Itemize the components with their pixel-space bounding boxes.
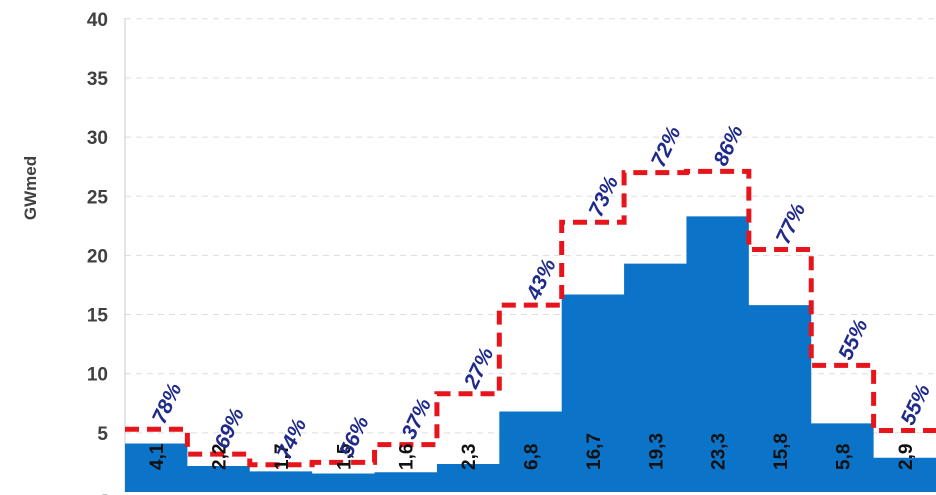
- value-label: 19,3: [646, 433, 667, 470]
- value-label: 4,1: [147, 443, 168, 470]
- percent-label: 69%: [210, 404, 249, 452]
- value-label: 5,8: [833, 444, 854, 470]
- value-label: 2,9: [896, 444, 917, 470]
- y-tick-label: -: [102, 485, 108, 495]
- value-label: 1,5: [334, 443, 355, 470]
- y-axis-title: GWmed: [21, 156, 40, 220]
- percent-label: 73%: [585, 172, 624, 220]
- percent-label: 72%: [647, 123, 686, 171]
- percent-label: 56%: [335, 412, 374, 460]
- y-axis-ticks: 5 10 15 20 25 30 35 40 -: [87, 10, 109, 495]
- percent-label: 27%: [459, 344, 498, 393]
- generation-area: [125, 216, 936, 492]
- value-label: 1,7: [272, 444, 293, 470]
- y-tick-label: 20: [87, 246, 108, 267]
- value-label: 23,3: [709, 433, 730, 470]
- percent-label: 55%: [834, 315, 873, 363]
- y-tick-label: 10: [87, 365, 108, 386]
- value-label: 2,3: [459, 444, 480, 470]
- value-label: 1,6: [397, 444, 418, 470]
- percent-label: 55%: [896, 380, 935, 428]
- value-label: 2,2: [210, 444, 231, 470]
- y-tick-label: 30: [87, 128, 108, 149]
- value-label: 16,7: [584, 433, 605, 470]
- capacity-step-line: [125, 168, 936, 468]
- percent-label: 78%: [148, 379, 187, 427]
- y-tick-label: 40: [87, 10, 108, 31]
- y-tick-label: 25: [87, 187, 109, 208]
- value-label: 6,8: [522, 444, 543, 470]
- y-tick-label: 35: [87, 69, 109, 90]
- y-tick-label: 15: [87, 306, 109, 327]
- gridlines: [125, 18, 936, 434]
- percent-label: 37%: [397, 395, 436, 443]
- percent-label: 77%: [772, 199, 811, 247]
- percent-label: 86%: [709, 121, 748, 169]
- y-tick-label: 5: [97, 424, 108, 445]
- value-label: 15,8: [771, 433, 792, 470]
- percent-label: 43%: [522, 255, 561, 304]
- value-labels: 4,1 2,2 1,7 1,5 1,6 2,3 6,8 16,7 19,3 23,3 15,8 5,8…: [147, 433, 917, 470]
- percent-label: 74%: [273, 415, 312, 463]
